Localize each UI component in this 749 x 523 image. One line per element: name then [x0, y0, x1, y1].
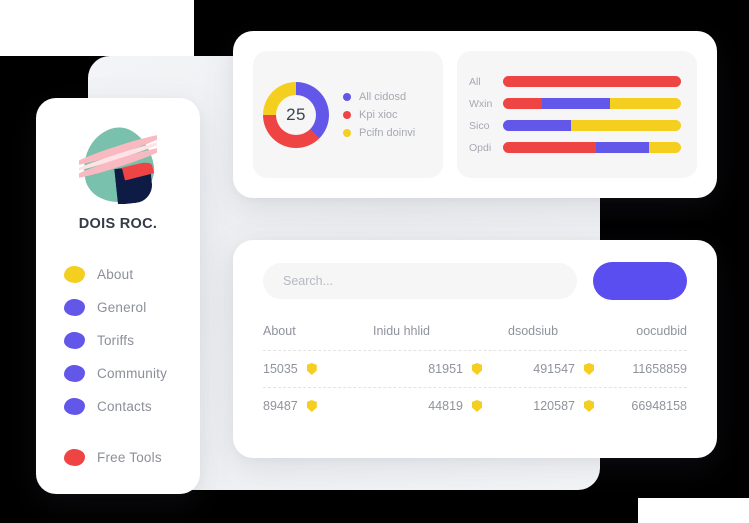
sidebar-item-contacts[interactable]: Contacts: [64, 390, 200, 423]
table-cell: 120587: [508, 399, 620, 413]
legend-swatch-icon: [343, 110, 351, 119]
bar-segment-red: [503, 98, 543, 109]
legend-item: Pcifn doinvi: [343, 127, 415, 139]
shield-badge-icon: [584, 363, 594, 375]
sidebar-item-community[interactable]: Community: [64, 357, 200, 390]
sidebar-item-label: About: [97, 267, 134, 282]
bar-segment-purple: [595, 142, 649, 153]
bar-row: Opdi: [469, 142, 681, 154]
stacked-bar-chart-panel: All Wxin Sico: [457, 51, 697, 178]
sidebar: DOIS ROC. About Generol Toriffs Communit…: [36, 98, 200, 494]
bar-track: [503, 76, 681, 87]
bar-track: [503, 98, 681, 109]
legend-label: Kpi xioc: [359, 108, 398, 121]
table-cell: 491547: [508, 362, 620, 376]
legend-item: All cidosd: [343, 91, 415, 103]
decorative-white-block-top-left: [0, 0, 194, 56]
bar-category-label: Opdi: [469, 141, 492, 154]
bar-category-label: Wxin: [469, 97, 493, 110]
table-divider: [263, 350, 687, 351]
bar-segment-purple: [503, 120, 571, 131]
sidebar-item-label: Generol: [97, 300, 147, 315]
donut-chart: 25: [263, 81, 329, 148]
search-input[interactable]: [263, 263, 577, 299]
column-header: About: [263, 324, 296, 338]
bullet-icon: [64, 398, 85, 415]
search-submit-button[interactable]: [593, 262, 687, 300]
legend-item: Kpi xioc: [343, 109, 415, 121]
table-cell: 11658859: [632, 362, 687, 376]
bar-segment-red: [503, 76, 681, 87]
sidebar-item-about[interactable]: About: [64, 258, 200, 291]
table-row[interactable]: 89487 44819 120587 66948158: [263, 388, 687, 424]
table-cell: 89487: [263, 399, 373, 413]
sidebar-item-free-tools[interactable]: Free Tools: [64, 441, 200, 474]
data-table: About Inidu hhlid dsodsiub oocudbid 1503…: [263, 324, 687, 424]
cell-value: 81951: [428, 362, 463, 376]
bar-category-label: All: [469, 75, 481, 88]
sidebar-item-label: Community: [97, 366, 168, 381]
search-row: [263, 262, 687, 300]
shield-badge-icon: [472, 363, 482, 375]
shield-badge-icon: [584, 400, 594, 412]
cell-value: 15035: [263, 362, 298, 376]
table-header-row: About Inidu hhlid dsodsiub oocudbid: [263, 324, 687, 350]
logo-container: [36, 126, 200, 204]
table-card: About Inidu hhlid dsodsiub oocudbid 1503…: [233, 240, 717, 458]
bar-category-label: Sico: [469, 119, 490, 132]
legend-label: Pcifn doinvi: [359, 126, 416, 139]
bar-row: Wxin: [469, 98, 681, 110]
shield-badge-icon: [306, 363, 317, 375]
cell-value: 120587: [533, 399, 575, 413]
bar-track: [503, 120, 681, 131]
bullet-icon: [64, 332, 85, 349]
cell-value: 44819: [428, 399, 463, 413]
charts-card: 25 All cidosd Kpi xioc Pcifn doinvi: [233, 31, 717, 198]
bullet-icon: [64, 299, 85, 316]
bullet-icon: [64, 449, 85, 466]
bar-segment-yellow: [570, 120, 681, 131]
table-row[interactable]: 15035 81951 491547 11658859: [263, 351, 687, 387]
cell-value: 491547: [533, 362, 575, 376]
bar-segment-red: [503, 142, 596, 153]
bullet-icon: [64, 365, 85, 382]
table-cell: 66948158: [631, 399, 687, 413]
sidebar-nav: About Generol Toriffs Community Contacts…: [36, 258, 200, 474]
column-header: Inidu hhlid: [373, 324, 430, 338]
legend-swatch-icon: [343, 92, 351, 101]
shield-badge-icon: [472, 400, 482, 412]
donut-legend: All cidosd Kpi xioc Pcifn doinvi: [343, 85, 415, 145]
bar-track: [503, 142, 681, 153]
table-cell: 81951: [373, 362, 508, 376]
sidebar-item-label: Contacts: [97, 399, 152, 414]
column-header: dsodsiub: [508, 324, 559, 338]
legend-label: All cidosd: [359, 90, 407, 103]
bar-segment-yellow: [609, 98, 681, 109]
decorative-white-block-bottom-right: [638, 498, 749, 523]
donut-center-value: 25: [276, 94, 316, 135]
brand-title: DOIS ROC.: [78, 216, 158, 232]
table-cell: 44819: [373, 399, 508, 413]
bar-row: Sico: [469, 120, 681, 132]
bar-segment-yellow: [648, 142, 681, 153]
table-divider: [263, 387, 687, 388]
sidebar-item-label: Free Tools: [97, 450, 162, 465]
cell-value: 89487: [263, 399, 298, 413]
bar-row: All: [469, 76, 681, 88]
bar-segment-purple: [542, 98, 610, 109]
shield-badge-icon: [306, 400, 317, 412]
sidebar-item-label: Toriffs: [97, 333, 135, 348]
sidebar-item-generol[interactable]: Generol: [64, 291, 200, 324]
sidebar-item-toriffs[interactable]: Toriffs: [64, 324, 200, 357]
table-cell: 15035: [263, 362, 373, 376]
abstract-circle-logo-icon: [79, 126, 157, 204]
bullet-icon: [64, 266, 85, 283]
donut-chart-panel: 25 All cidosd Kpi xioc Pcifn doinvi: [253, 51, 443, 178]
column-header: oocudbid: [636, 324, 687, 338]
legend-swatch-icon: [343, 128, 351, 137]
